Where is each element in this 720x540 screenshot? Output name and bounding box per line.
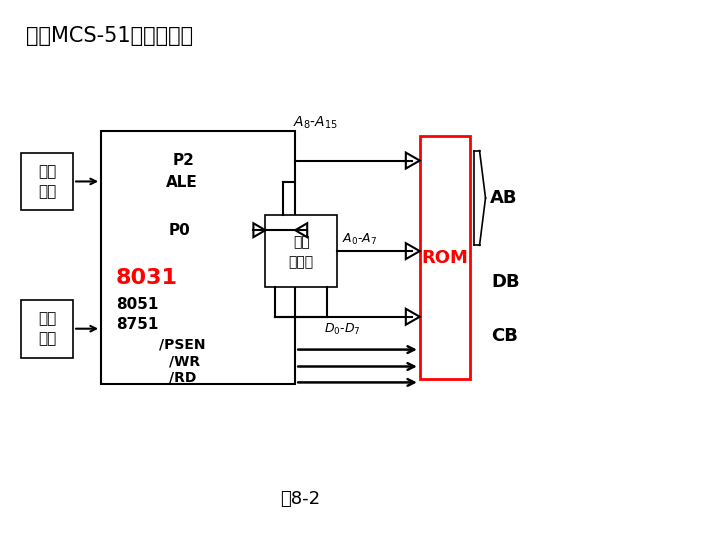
Text: CB: CB (492, 327, 518, 345)
Text: 电路: 电路 (38, 184, 56, 199)
Bar (22, 153, 73, 210)
Text: 8751: 8751 (116, 317, 158, 332)
Text: P2: P2 (173, 153, 194, 168)
Text: $A_0$-$A_7$: $A_0$-$A_7$ (342, 232, 377, 247)
Text: ROM: ROM (421, 248, 468, 267)
Text: 时钟: 时钟 (38, 164, 56, 179)
Bar (266, 215, 337, 287)
Text: P0: P0 (168, 222, 191, 238)
Text: DB: DB (492, 273, 520, 291)
Text: /WR: /WR (168, 355, 200, 368)
Bar (101, 131, 295, 384)
Polygon shape (406, 153, 420, 168)
Polygon shape (406, 243, 420, 259)
Polygon shape (253, 223, 266, 237)
Text: 锁存器: 锁存器 (289, 255, 314, 269)
Polygon shape (406, 309, 420, 325)
Text: 图8-2: 图8-2 (280, 490, 320, 508)
Text: 8051: 8051 (116, 298, 158, 312)
Text: /RD: /RD (168, 370, 196, 384)
Text: 复位: 复位 (38, 312, 56, 326)
Bar (22, 300, 73, 357)
Text: $D_0$-$D_7$: $D_0$-$D_7$ (324, 322, 361, 338)
Text: 二、MCS-51的最小系统: 二、MCS-51的最小系统 (27, 26, 194, 46)
Text: ALE: ALE (166, 175, 197, 190)
Text: 地址: 地址 (293, 235, 310, 249)
Text: 电路: 电路 (38, 331, 56, 346)
Text: /PSEN: /PSEN (159, 338, 205, 352)
Bar (420, 136, 469, 380)
Text: $A_8$-$A_{15}$: $A_8$-$A_{15}$ (293, 114, 338, 131)
Text: 8031: 8031 (116, 268, 178, 288)
Polygon shape (295, 223, 307, 237)
Text: AB: AB (490, 189, 517, 207)
